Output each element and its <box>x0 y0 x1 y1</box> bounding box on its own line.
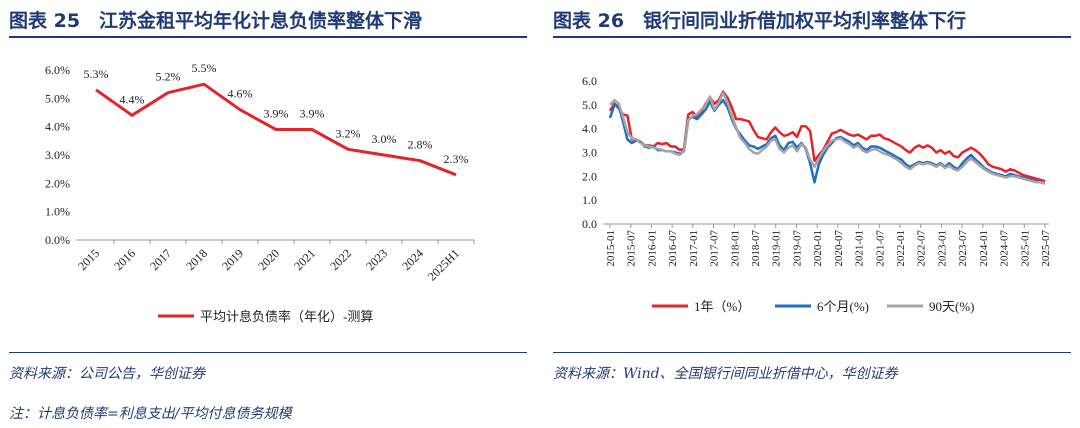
x-tick-label: 2025-01 <box>1019 230 1031 267</box>
right-chart-title: 图表 26 银行间同业折借加权平均利率整体下行 <box>553 10 967 32</box>
legend-label-1y: 1年（%） <box>694 299 750 314</box>
right-footer-rule <box>553 352 1071 353</box>
y-tick-label: 4.0% <box>45 120 70 134</box>
y-tick-label: 0.0% <box>45 233 70 247</box>
x-tick-label: 2019-07 <box>791 230 803 267</box>
y-tick-label: 2.0 <box>582 169 597 183</box>
x-tick-label: 2015-07 <box>626 230 638 267</box>
y-tick-label: 5.0% <box>45 91 70 105</box>
x-tick-label: 2022-07 <box>916 230 928 267</box>
x-tick-label: 2019 <box>219 246 246 273</box>
x-tick-label: 2021-07 <box>874 230 886 267</box>
y-tick-label: 3.0 <box>582 146 597 160</box>
x-tick-label: 2024-07 <box>999 230 1011 267</box>
x-tick-label: 2016-07 <box>667 230 679 267</box>
x-tick-label: 2016 <box>111 246 138 273</box>
left-title-rule <box>9 36 527 38</box>
x-tick-label: 2018-07 <box>750 230 762 267</box>
x-tick-label: 2019-01 <box>771 230 783 267</box>
right-source-note: 资料来源：Wind、全国银行间同业折借中心，华创证券 <box>553 366 898 382</box>
left-chart-title: 图表 25 江苏金租平均年化计息负债率整体下滑 <box>9 10 423 32</box>
data-label: 3.9% <box>300 107 325 121</box>
data-label: 2.3% <box>444 152 469 166</box>
x-tick-label: 2017 <box>147 246 174 273</box>
y-tick-label: 5.0 <box>582 98 597 112</box>
x-tick-label: 2016-01 <box>646 230 658 267</box>
left-footnote: 注：计息负债率=利息支出/平均付息债务规模 <box>9 406 292 422</box>
left-footer-rule <box>9 352 527 353</box>
series-line-90d <box>609 91 1046 185</box>
data-label: 5.2% <box>156 70 181 84</box>
y-tick-label: 6.0% <box>45 63 70 77</box>
x-tick-label: 2024 <box>399 246 426 273</box>
right-title-rule <box>553 36 1071 38</box>
data-label: 3.2% <box>336 126 361 140</box>
x-tick-label: 2020-01 <box>812 230 824 267</box>
x-tick-label: 2015 <box>75 246 102 273</box>
x-tick-label: 2022-01 <box>895 230 907 267</box>
x-tick-label: 2015-01 <box>605 230 617 267</box>
x-tick-label: 2023-01 <box>936 230 948 267</box>
x-tick-label: 2018-01 <box>729 230 741 267</box>
x-tick-label: 2021-01 <box>854 230 866 267</box>
data-label: 4.4% <box>120 92 145 106</box>
y-tick-label: 3.0% <box>45 148 70 162</box>
data-label: 2.8% <box>408 138 433 152</box>
x-tick-label: 2024-01 <box>978 230 990 267</box>
x-tick-label: 2020 <box>255 246 282 273</box>
data-label: 3.0% <box>372 132 397 146</box>
legend-label-90d: 90天(%) <box>929 299 975 314</box>
y-tick-label: 6.0 <box>582 74 597 88</box>
x-tick-label: 2022 <box>327 246 354 273</box>
left-source-note: 资料来源：公司公告，华创证券 <box>9 366 205 382</box>
x-tick-label: 2025H1 <box>425 246 462 283</box>
x-tick-label: 2023 <box>363 246 390 273</box>
data-label: 4.6% <box>228 87 253 101</box>
y-tick-label: 0.0 <box>582 217 597 231</box>
x-tick-label: 2021 <box>291 246 318 273</box>
x-tick-label: 2018 <box>183 246 210 273</box>
x-tick-label: 2023-07 <box>957 230 969 267</box>
legend-label-6m: 6个月(%) <box>817 299 869 314</box>
x-tick-label: 2017-07 <box>709 230 721 267</box>
x-tick-label: 2020-07 <box>833 230 845 267</box>
legend-label-debt-cost: 平均计息负债率（年化）-测算 <box>200 309 373 324</box>
data-label: 5.5% <box>192 61 217 75</box>
y-tick-label: 1.0% <box>45 205 70 219</box>
y-tick-label: 2.0% <box>45 176 70 190</box>
series-line-1y <box>608 90 1046 183</box>
data-label: 5.3% <box>84 67 109 81</box>
right-chart: 0.0 1.0 2.0 3.0 4.0 5.0 6.0 2015-01 2015-07 2016-… <box>582 74 1052 314</box>
x-tick-label: 2017-01 <box>688 230 700 267</box>
y-tick-label: 4.0 <box>582 122 597 136</box>
data-label: 3.9% <box>264 107 289 121</box>
y-tick-label: 1.0 <box>582 193 597 207</box>
left-chart: 0.0% 1.0% 2.0% 3.0% 4.0% 5.0% 6.0% 2015 2016 2017… <box>45 61 475 324</box>
x-tick-label: 2025-07 <box>1040 230 1052 267</box>
